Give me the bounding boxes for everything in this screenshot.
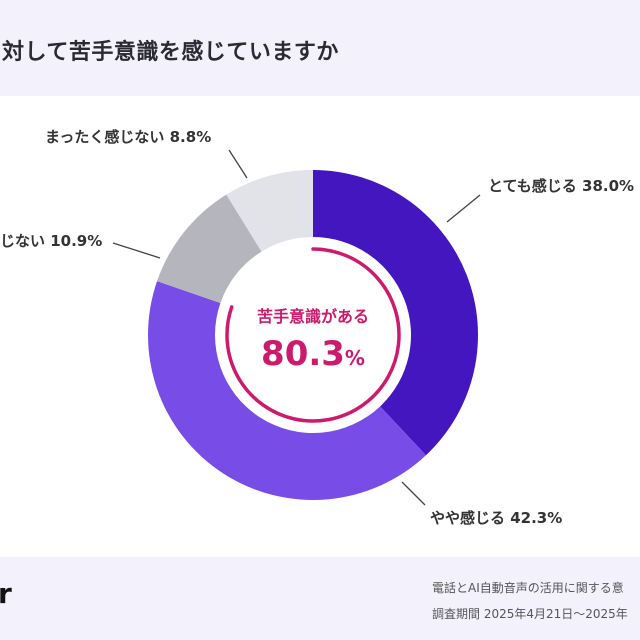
- brand-logo: r: [0, 577, 12, 610]
- label-slice-2: じない 10.9%: [0, 232, 103, 250]
- leader-line-1: [401, 481, 426, 506]
- center-unit: %: [344, 346, 365, 370]
- leader-line-3: [228, 149, 248, 179]
- center-ring: [225, 247, 401, 423]
- leader-line-2: [112, 242, 161, 259]
- footer: r 電話とAI自動音声の活用に関する意 調査期間 2025年4月21日〜2025…: [0, 557, 640, 640]
- donut-slice-3: [226, 170, 313, 252]
- header: 対して苦手意識を感じていますか: [0, 0, 640, 96]
- center-caption: 苦手意識がある: [256, 307, 369, 326]
- center-value: 80.3%: [213, 334, 413, 374]
- source-line-1: 電話とAI自動音声の活用に関する意: [432, 581, 624, 595]
- donut-slice-0: [313, 170, 478, 456]
- source-line-2: 調査期間 2025年4月21日〜2025年: [432, 607, 628, 621]
- donut-slice-2: [157, 194, 262, 303]
- center-number: 80.3: [261, 334, 345, 374]
- label-slice-3: まったく感じない 8.8%: [45, 128, 212, 146]
- chart-title: 対して苦手意識を感じていますか: [2, 40, 339, 65]
- label-slice-0: とても感じる 38.0%: [488, 177, 635, 195]
- donut-slice-1: [147, 281, 426, 501]
- leader-line-0: [446, 194, 481, 223]
- label-slice-1: やや感じる 42.3%: [430, 509, 563, 527]
